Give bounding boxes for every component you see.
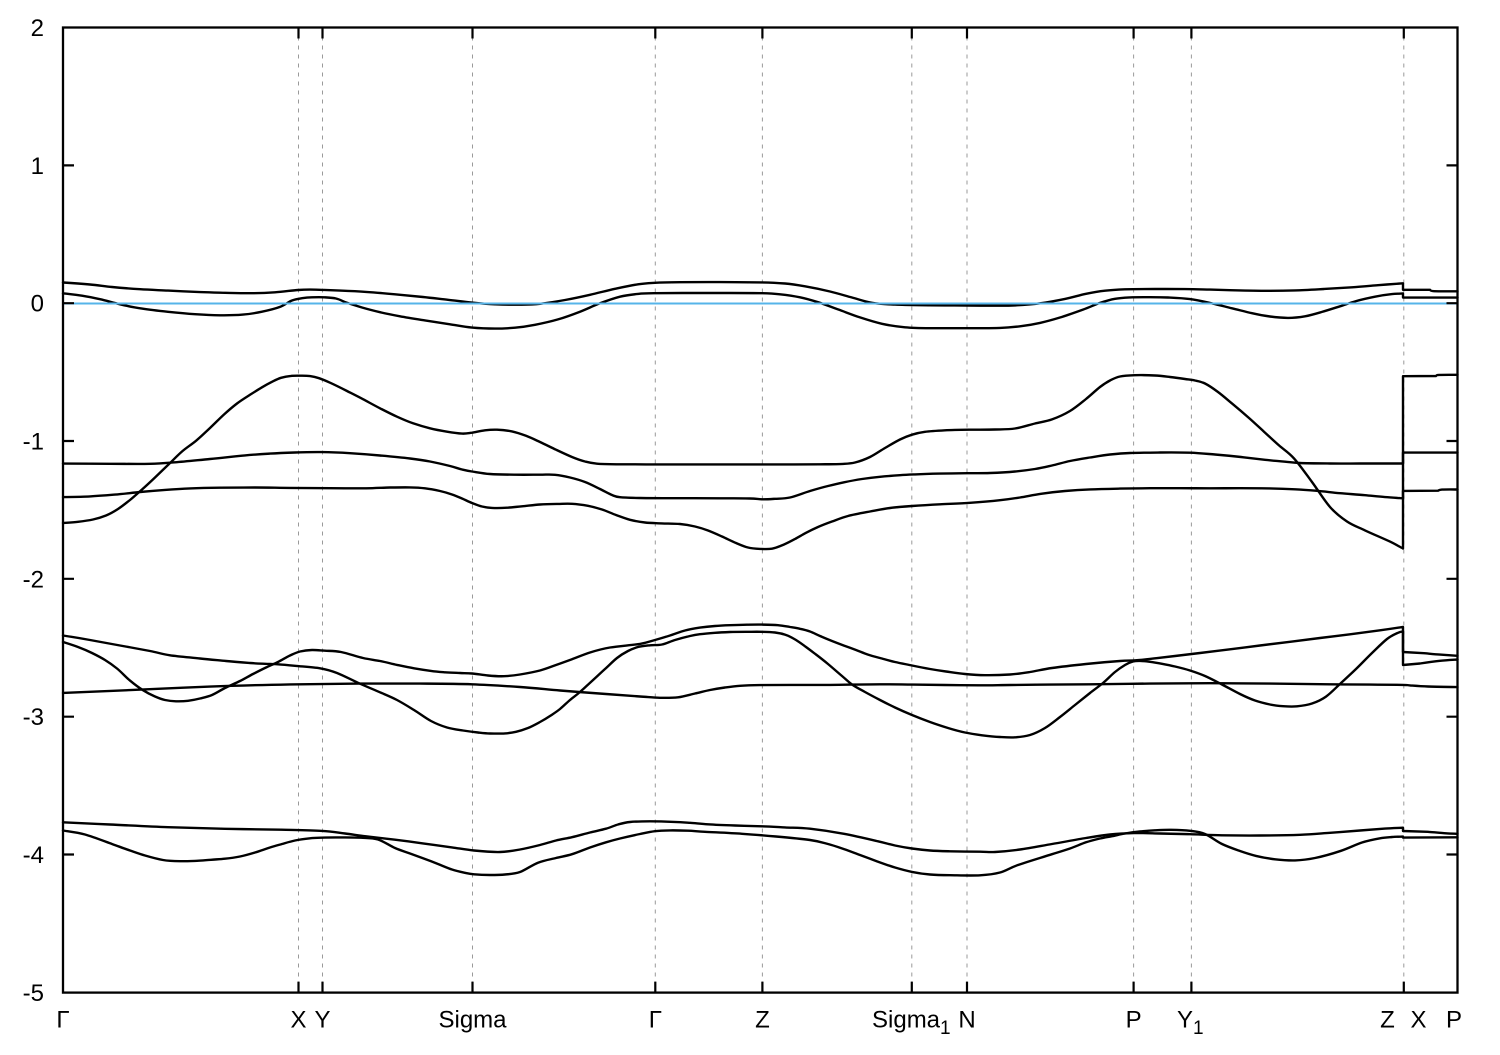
svg-text:Z: Z	[755, 1007, 770, 1034]
svg-text:Γ: Γ	[649, 1007, 662, 1034]
svg-text:Z: Z	[1380, 1007, 1395, 1034]
svg-text:-2: -2	[23, 566, 44, 593]
svg-text:X: X	[1410, 1007, 1426, 1034]
svg-text:2: 2	[31, 15, 44, 42]
svg-text:-5: -5	[23, 980, 44, 1007]
svg-text:0: 0	[31, 291, 44, 318]
svg-text:P: P	[1446, 1007, 1462, 1034]
svg-text:Γ: Γ	[56, 1007, 69, 1034]
svg-text:N: N	[958, 1007, 975, 1034]
svg-text:Sigma: Sigma	[438, 1007, 507, 1034]
svg-text:P: P	[1126, 1007, 1142, 1034]
svg-text:1: 1	[31, 153, 44, 180]
svg-text:X: X	[290, 1007, 306, 1034]
svg-text:Y: Y	[314, 1007, 330, 1034]
svg-text:-1: -1	[23, 429, 44, 456]
svg-text:-3: -3	[23, 704, 44, 731]
svg-text:-4: -4	[23, 842, 44, 869]
